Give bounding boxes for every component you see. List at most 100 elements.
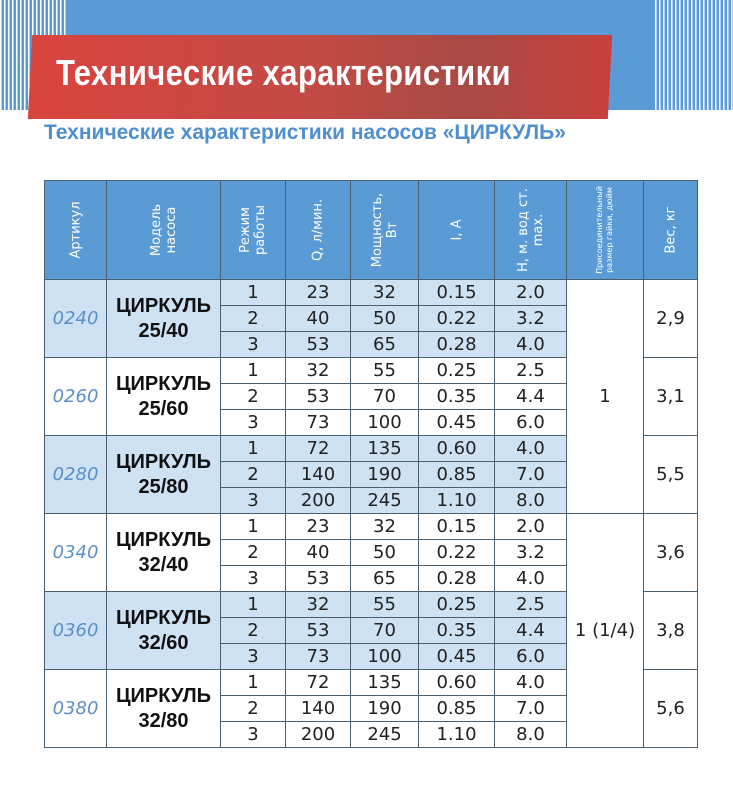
flow-cell: 53: [285, 617, 351, 644]
mode-cell: 3: [220, 721, 286, 748]
model-name: ЦИРКУЛЬ: [115, 450, 212, 473]
column-header-label: Вес, кг: [663, 206, 678, 254]
power-cell: 135: [350, 669, 419, 696]
model-cell: ЦИРКУЛЬ 32/80: [106, 669, 221, 748]
flow-cell: 40: [285, 539, 351, 566]
weight-cell: 5,6: [643, 669, 698, 748]
power-cell: 55: [350, 357, 419, 384]
column-header-label: Присоединительный размер гайки, дюйм: [595, 186, 614, 274]
table-row: 3 200 245 1.10 8.0: [45, 487, 698, 514]
current-cell: 1.10: [418, 721, 495, 748]
mode-cell: 2: [220, 539, 286, 566]
column-header-power: Мощность, Вт: [350, 180, 419, 280]
power-cell: 70: [350, 383, 419, 410]
model-cell: ЦИРКУЛЬ 32/60: [106, 591, 221, 670]
power-cell: 100: [350, 643, 419, 670]
head-cell: 2.5: [494, 357, 567, 384]
current-cell: 0.25: [418, 357, 495, 384]
head-cell: 4.4: [494, 617, 567, 644]
model-cell: ЦИРКУЛЬ 25/80: [106, 435, 221, 514]
column-header-label: Q, л/мин.: [310, 198, 326, 262]
mode-cell: 3: [220, 487, 286, 514]
article-cell: 0280: [44, 435, 107, 514]
model-size: 32/40: [138, 553, 189, 576]
column-header-label: Мощность, Вт: [369, 192, 400, 268]
current-cell: 1.10: [418, 487, 495, 514]
column-header-weight: Вес, кг: [643, 180, 698, 280]
mode-cell: 1: [220, 279, 286, 306]
model-size: 25/40: [138, 319, 189, 342]
table-header-row: Артикул Модель насоса Режим работы Q, л/мин…: [44, 180, 698, 280]
table-row: 2 40 50 0.22 3.2: [45, 305, 698, 332]
head-cell: 4.0: [494, 331, 567, 358]
power-cell: 50: [350, 305, 419, 332]
model-cell: ЦИРКУЛЬ 25/40: [106, 279, 221, 358]
flow-cell: 53: [285, 565, 351, 592]
model-name: ЦИРКУЛЬ: [115, 528, 212, 551]
flow-cell: 73: [285, 409, 351, 436]
current-cell: 0.85: [418, 695, 495, 722]
article-cell: 0260: [44, 357, 107, 436]
model-name: ЦИРКУЛЬ: [115, 294, 212, 317]
head-cell: 2.0: [494, 279, 567, 306]
model-name: ЦИРКУЛЬ: [115, 684, 212, 707]
model-size: 32/60: [138, 631, 189, 654]
table-row: 3 53 65 0.28 4.0: [45, 565, 698, 592]
current-cell: 0.28: [418, 331, 495, 358]
head-cell: 6.0: [494, 409, 567, 436]
mode-cell: 2: [220, 461, 286, 488]
model-size: 32/80: [138, 709, 189, 732]
flow-cell: 140: [285, 461, 351, 488]
flow-cell: 53: [285, 383, 351, 410]
column-header-label: Режим работы: [238, 204, 268, 256]
flow-cell: 23: [285, 279, 351, 306]
power-cell: 190: [350, 695, 419, 722]
table-row: 2 40 50 0.22 3.2: [45, 539, 698, 566]
head-cell: 6.0: [494, 643, 567, 670]
flow-cell: 32: [285, 591, 351, 618]
table-row: 0340 ЦИРКУЛЬ 32/40 1 23 32 0.15 2.0 1 (1/4) 3,6: [44, 513, 698, 748]
head-cell: 8.0: [494, 487, 567, 514]
power-cell: 100: [350, 409, 419, 436]
current-cell: 0.22: [418, 305, 495, 332]
current-cell: 0.35: [418, 383, 495, 410]
current-cell: 0.15: [418, 513, 495, 540]
column-header-label: Артикул: [68, 201, 83, 259]
column-header-head: H, м. вод ст. max.: [494, 180, 567, 280]
column-header-article: Артикул: [44, 180, 107, 280]
table-row: 3 200 245 1.10 8.0: [45, 721, 698, 748]
model-name: ЦИРКУЛЬ: [115, 372, 212, 395]
connection-size-cell: 1: [566, 279, 644, 514]
article-cell: 0360: [44, 591, 107, 670]
table-row: 3 73 100 0.45 6.0: [45, 409, 698, 436]
flow-cell: 23: [285, 513, 351, 540]
table-row: 2 53 70 0.35 4.4: [45, 617, 698, 644]
flow-cell: 40: [285, 305, 351, 332]
mode-cell: 3: [220, 643, 286, 670]
head-cell: 4.0: [494, 565, 567, 592]
article-cell: 0240: [44, 279, 107, 358]
power-cell: 70: [350, 617, 419, 644]
current-cell: 0.45: [418, 409, 495, 436]
flow-cell: 200: [285, 721, 351, 748]
table-row: 3 73 100 0.45 6.0: [45, 643, 698, 670]
page-title: Технические характеристики: [56, 52, 511, 93]
column-header-label: I, А: [449, 219, 464, 241]
column-header-connection-size: Присоединительный размер гайки, дюйм: [566, 180, 644, 280]
column-header-model: Модель насоса: [106, 180, 221, 280]
column-header-label: Модель насоса: [148, 203, 179, 257]
weight-cell: 5,5: [643, 435, 698, 514]
current-cell: 0.28: [418, 565, 495, 592]
power-cell: 65: [350, 331, 419, 358]
flow-cell: 200: [285, 487, 351, 514]
section-subtitle: Технические характеристики насосов «ЦИРК…: [44, 121, 566, 144]
table-row: 0280 ЦИРКУЛЬ 25/80 1 72 135 0.60 4.0 5,5: [44, 435, 698, 514]
flow-cell: 73: [285, 643, 351, 670]
column-header-label: H, м. вод ст. max.: [515, 188, 546, 272]
table-row: 0240 ЦИРКУЛЬ 25/40 1 23 32 0.15 2.0 1 2,9: [44, 279, 698, 514]
model-cell: ЦИРКУЛЬ 25/60: [106, 357, 221, 436]
specs-table: Артикул Модель насоса Режим работы Q, л/мин…: [44, 180, 698, 748]
mode-cell: 1: [220, 435, 286, 462]
mode-cell: 3: [220, 565, 286, 592]
mode-cell: 1: [220, 669, 286, 696]
